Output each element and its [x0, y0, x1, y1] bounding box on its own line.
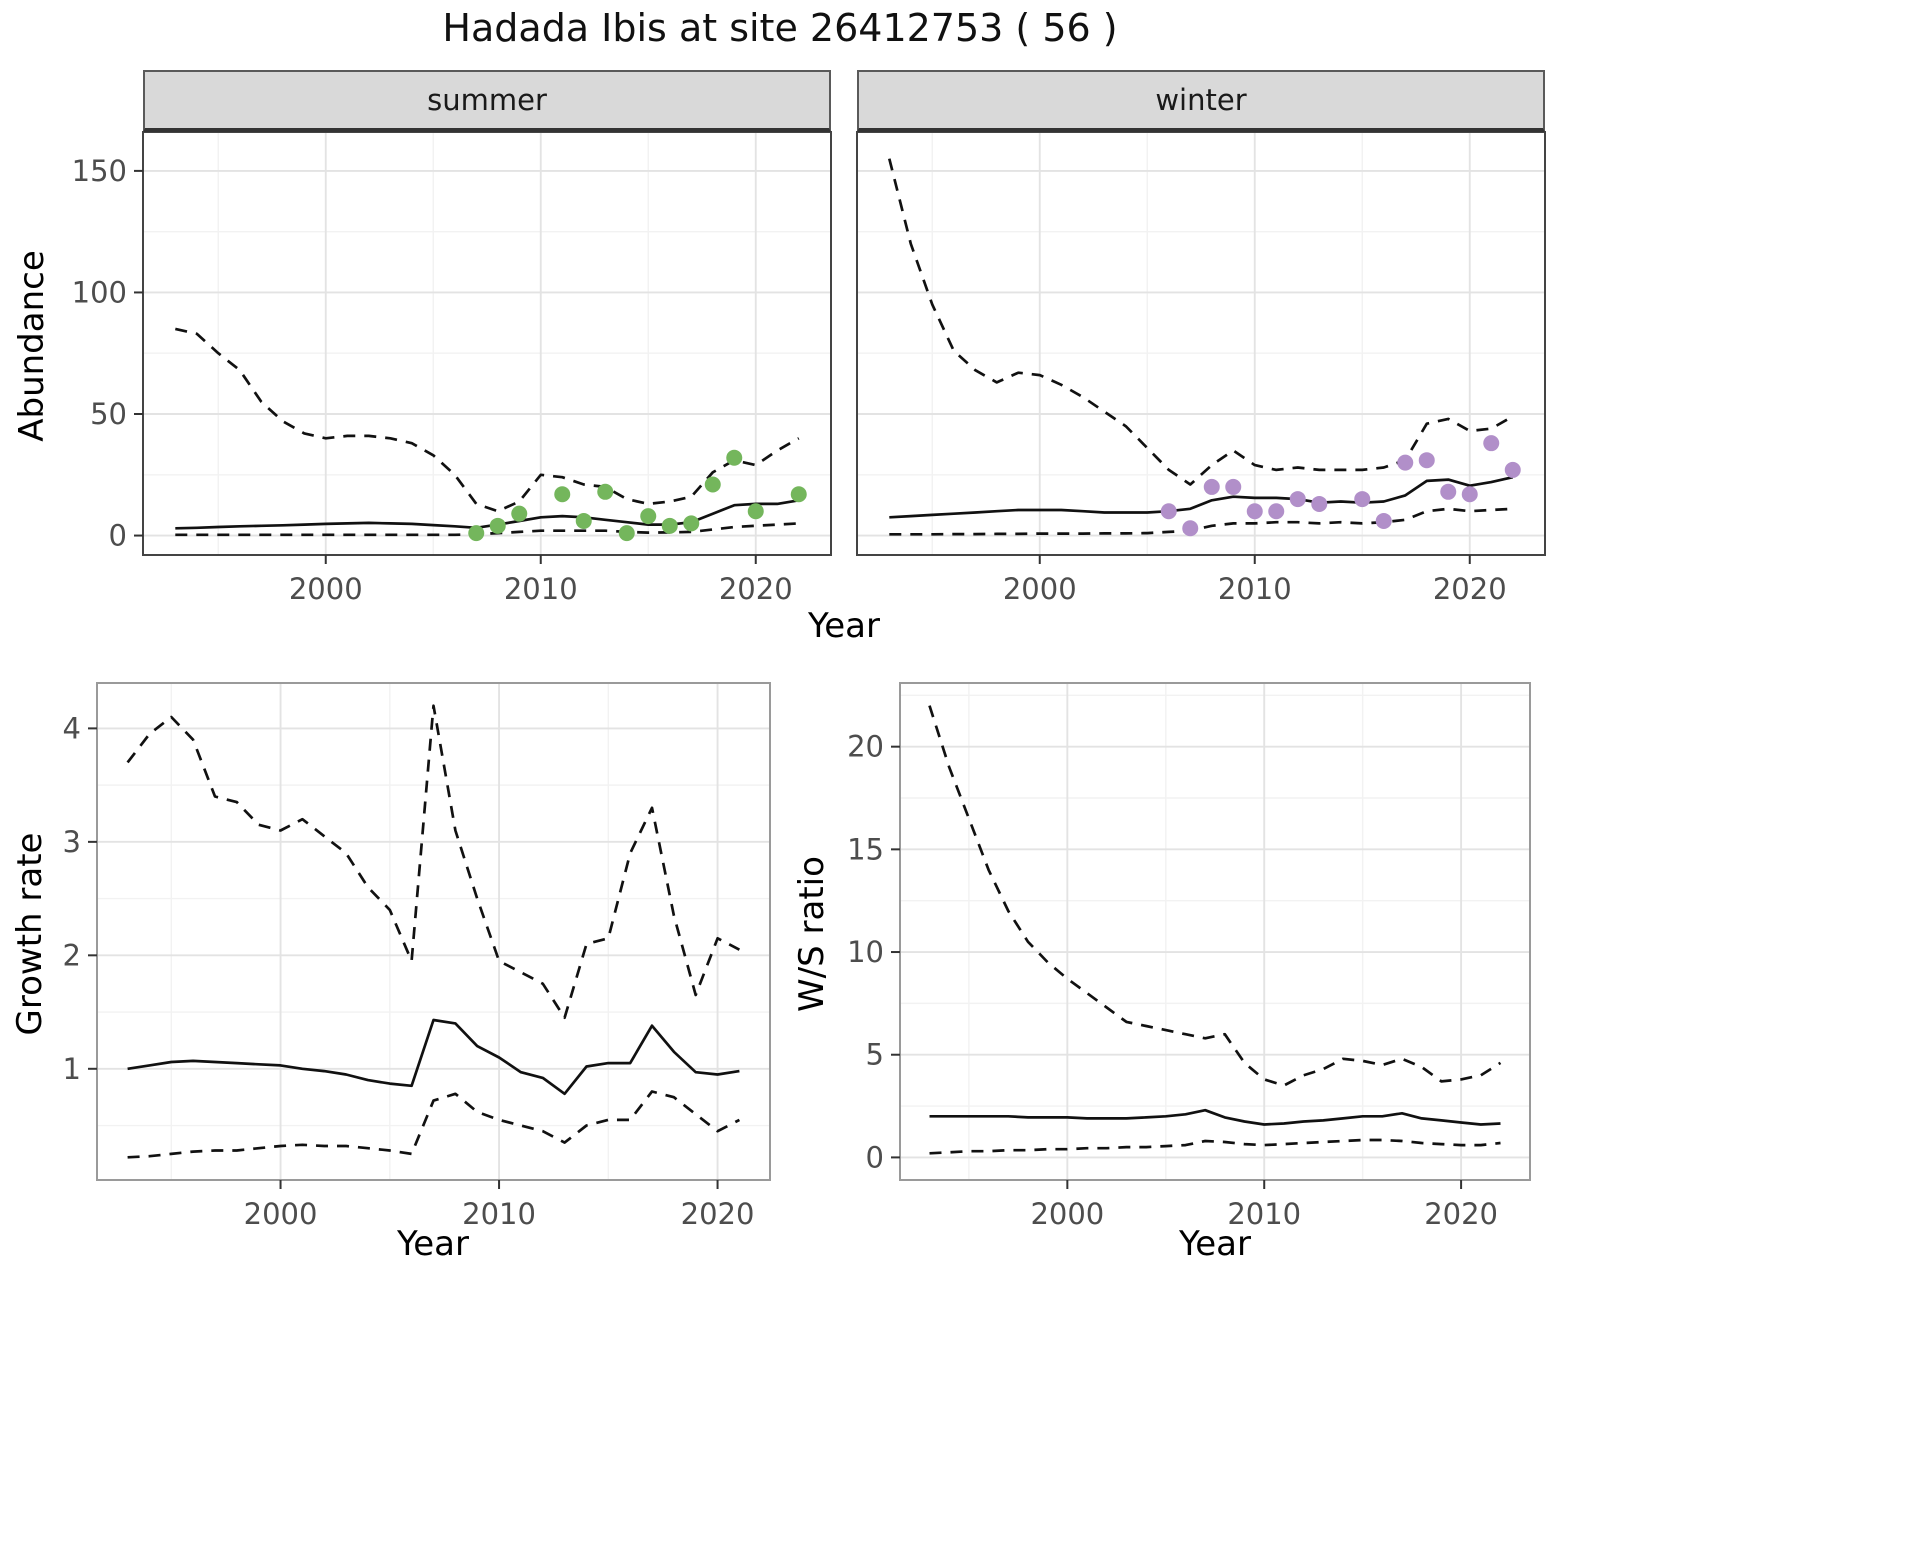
ws-ratio-lower_ci-line [929, 1138, 1501, 1155]
winter-observation-point [1354, 491, 1371, 508]
ws-ratio-upper_ci-line [928, 705, 1502, 1087]
winter-observation-point [1461, 486, 1478, 503]
winter-mean-line [889, 475, 1514, 519]
x-tick-label: 2000 [244, 1197, 318, 1231]
winter-panel-border [856, 131, 1546, 556]
winter-observation-point [1160, 503, 1177, 520]
x-tick-label: 2000 [1003, 572, 1077, 606]
summer-observation-point [683, 515, 700, 532]
growth-rate-y-axis-title: Growth rate [10, 832, 50, 1036]
y-tick-label: 0 [866, 1140, 884, 1174]
x-tick-label: 2000 [289, 572, 363, 606]
x-tick-label: 2010 [462, 1197, 536, 1231]
x-tick-label: 2020 [1424, 1197, 1498, 1231]
winter-observation-point [1268, 503, 1285, 520]
summer-observation-point [661, 517, 678, 534]
winter-observation-point [1311, 495, 1328, 512]
summer-data-layer [175, 327, 807, 542]
abundance-x-axis-title: Year [808, 606, 880, 646]
winter-observation-point [1504, 461, 1521, 478]
y-tick-label: 15 [847, 832, 884, 866]
x-tick-label: 2010 [1218, 572, 1292, 606]
summer-observation-point [554, 486, 571, 503]
growth-rate-x-axis-title: Year [397, 1224, 469, 1264]
winter-observation-point [1203, 478, 1220, 495]
summer-observation-point [618, 525, 635, 542]
ws-ratio-panel-background [900, 683, 1530, 1180]
y-tick-label: 4 [63, 711, 81, 745]
facet-strip-summer: summer [143, 70, 831, 132]
y-tick-label: 10 [847, 935, 884, 969]
x-tick-label: 2000 [1030, 1197, 1104, 1231]
y-tick-label: 150 [72, 154, 127, 188]
y-tick-label: 2 [63, 938, 81, 972]
y-tick-label: 5 [866, 1038, 884, 1072]
growth-rate-lower_ci-line [127, 1090, 741, 1159]
x-tick-label: 2010 [504, 572, 578, 606]
growth-rate-panel-border [96, 682, 771, 1181]
summer-observation-point [489, 517, 506, 534]
summer-upper_ci-line [175, 327, 800, 513]
ws-ratio-mean-line [929, 1108, 1501, 1126]
ws-ratio-x-axis-title: Year [1179, 1224, 1251, 1264]
ws-ratio-y-axis-title: W/S ratio [792, 856, 832, 1012]
winter-observation-point [1182, 520, 1199, 537]
y-tick-label: 20 [847, 730, 884, 764]
winter-observation-point [1225, 478, 1242, 495]
summer-observation-point [511, 505, 528, 522]
y-tick-label: 100 [72, 275, 127, 309]
winter-observation-point [1418, 452, 1435, 469]
abundance-y-axis-title: Abundance [12, 250, 52, 442]
x-tick-label: 2020 [719, 572, 793, 606]
growth-rate-mean-line [127, 1018, 740, 1096]
facet-strip-summer-label: summer [427, 83, 547, 117]
x-tick-label: 2020 [1433, 572, 1507, 606]
growth-rate-upper_ci-line [126, 704, 741, 1020]
x-tick-label: 2010 [1227, 1197, 1301, 1231]
winter-observation-point [1375, 512, 1392, 529]
summer-observation-point [640, 508, 657, 525]
ws-ratio-panel-border [899, 682, 1531, 1181]
y-tick-label: 0 [109, 519, 127, 553]
winter-observation-point [1483, 435, 1500, 452]
facet-strip-winter: winter [857, 70, 1545, 132]
summer-observation-point [790, 486, 807, 503]
x-tick-label: 2020 [681, 1197, 755, 1231]
winter-observation-point [1246, 503, 1263, 520]
y-tick-label: 50 [90, 397, 127, 431]
summer-panel-border [142, 131, 832, 556]
facet-strip-winter-label: winter [1155, 83, 1247, 117]
winter-observation-point [1397, 454, 1414, 471]
figure-title: Hadada Ibis at site 26412753 ( 56 ) [442, 6, 1118, 50]
y-tick-label: 1 [63, 1052, 81, 1086]
summer-observation-point [726, 449, 743, 466]
growth-rate-data-layer [126, 704, 741, 1159]
winter-upper_ci-line [887, 158, 1514, 486]
summer-observation-point [747, 503, 764, 520]
winter-data-layer [887, 158, 1521, 537]
summer-observation-point [704, 476, 721, 493]
summer-observation-point [468, 525, 485, 542]
summer-panel-background [143, 132, 831, 555]
winter-observation-point [1289, 491, 1306, 508]
summer-observation-point [575, 512, 592, 529]
ws-ratio-data-layer [928, 705, 1502, 1155]
summer-observation-point [597, 483, 614, 500]
y-tick-label: 3 [63, 825, 81, 859]
growth-rate-panel-background [97, 683, 770, 1180]
winter-panel-background [857, 132, 1545, 555]
winter-observation-point [1440, 483, 1457, 500]
